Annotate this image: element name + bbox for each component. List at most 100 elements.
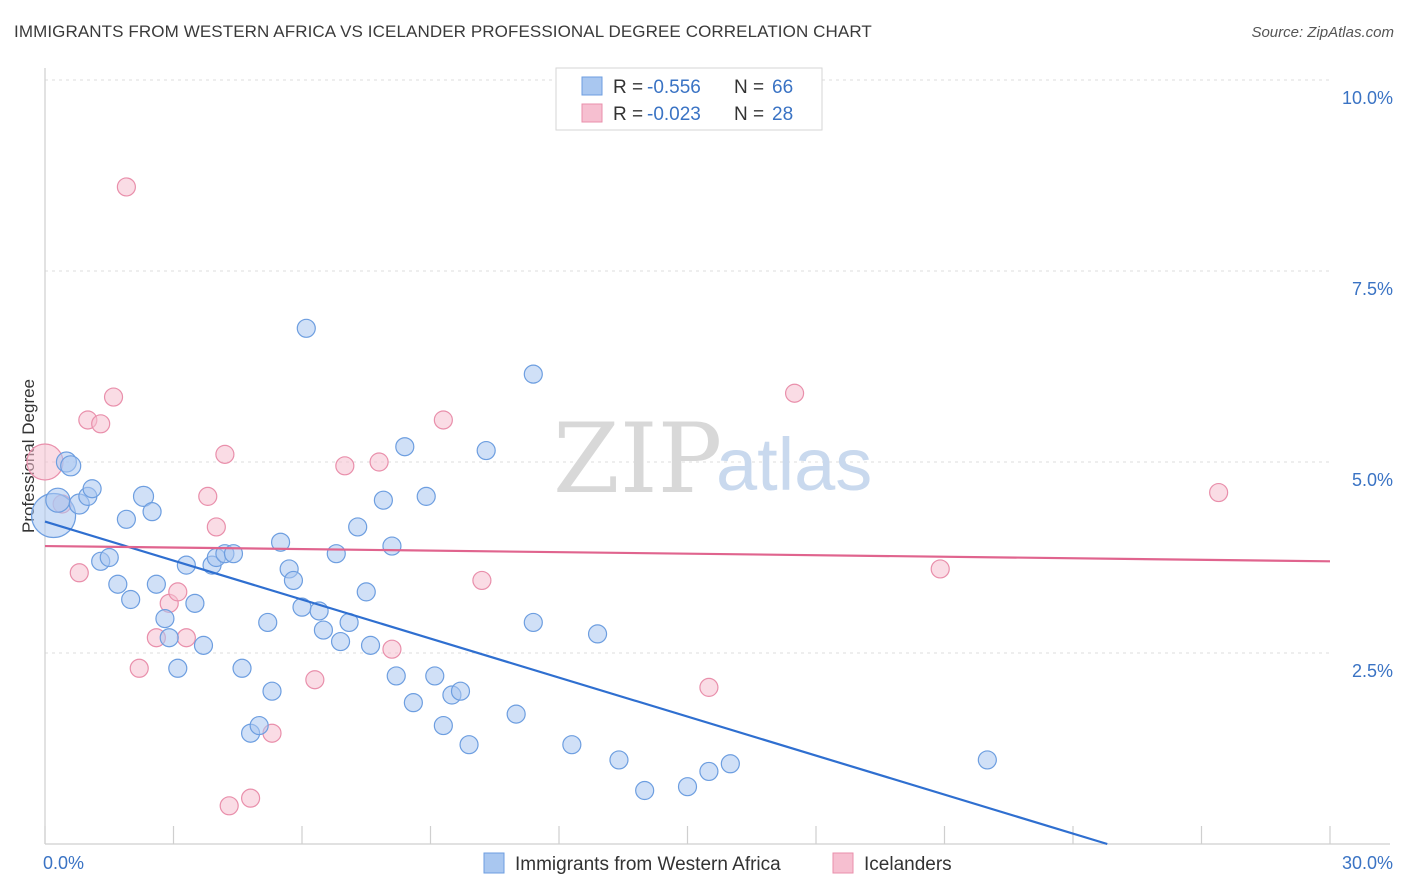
y-tick-label-3: 10.0% [1342,88,1393,108]
legend-bottom-label-pink: Icelanders [864,854,952,875]
point-blue-57 [523,364,543,384]
point-blue-49 [425,666,445,686]
point-blue-25 [232,658,252,678]
point-blue-29 [262,681,282,701]
point-blue-42 [360,635,381,655]
point-blue-30 [270,532,291,552]
point-blue-32 [283,570,304,591]
point-pink-14 [215,444,235,464]
legend-n-value-pink: 28 [772,104,793,125]
y-tick-label-0: 2.5% [1352,661,1393,681]
point-blue-46 [395,437,415,457]
y-tick-label-1: 5.0% [1352,470,1393,490]
point-blue-59 [587,624,608,644]
trend-lines [44,520,1331,846]
x-tick-label-1: 30.0% [1342,853,1393,873]
point-blue-28 [258,612,278,633]
point-pink-6 [116,177,136,197]
point-blue-65 [977,750,997,770]
point-blue-64 [720,754,740,774]
legend-bottom-swatch-blue [483,852,505,874]
point-blue-60 [609,750,629,770]
point-blue-53 [459,735,479,755]
point-blue-13 [142,502,162,522]
legend-r-label-pink: R = [613,104,643,125]
point-pink-2 [69,563,89,583]
point-blue-16 [159,628,179,648]
point-blue-47 [403,693,423,713]
legend-top: R = -0.556 N = 66 R = -0.023 N = 28 [555,67,823,131]
point-blue-3 [60,455,82,477]
point-blue-27 [249,715,269,736]
point-blue-8 [99,547,119,568]
legend-r-value-pink: -0.023 [647,104,701,125]
point-blue-34 [296,318,316,338]
point-blue-15 [155,609,175,629]
point-pink-10 [168,582,188,602]
point-pink-25 [784,383,805,403]
point-pink-18 [305,670,325,690]
point-pink-13 [206,517,226,537]
legend-n-label-pink: N = [734,104,764,125]
point-blue-11 [121,589,141,610]
point-pink-15 [219,796,239,816]
series-western-africa [30,318,997,801]
watermark: ZIP atlas [553,403,872,515]
point-pink-11 [176,628,196,648]
point-blue-40 [348,517,368,537]
point-pink-23 [472,570,492,591]
point-blue-63 [699,761,719,782]
x-tick-label-0: 0.0% [43,853,84,873]
point-blue-19 [185,593,205,613]
legend-bottom: Immigrants from Western Africa Icelander… [483,852,952,875]
point-pink-26 [930,559,950,579]
point-pink-20 [369,452,389,472]
legend-bottom-swatch-pink [832,852,854,874]
point-blue-48 [416,486,436,506]
point-blue-37 [326,544,346,564]
point-pink-21 [382,639,402,659]
point-pink-4 [91,414,111,434]
point-blue-56 [523,612,543,633]
point-blue-62 [677,777,698,797]
point-pink-27 [1209,482,1229,503]
point-blue-17 [168,658,188,678]
point-blue-44 [382,536,402,556]
legend-n-label-blue: N = [734,77,764,98]
point-pink-5 [103,387,124,407]
legend-r-label-blue: R = [613,77,643,98]
watermark-zip: ZIP [553,403,722,515]
point-blue-54 [476,440,496,461]
gridlines [45,79,1330,654]
point-blue-43 [373,490,393,510]
y-tick-label-2: 7.5% [1352,279,1393,299]
point-pink-12 [198,486,218,506]
point-blue-50 [433,715,453,736]
point-blue-36 [313,620,334,640]
legend-bottom-label-blue: Immigrants from Western Africa [515,854,781,875]
trend-line-pink [44,544,1331,563]
legend-n-value-blue: 66 [772,77,793,98]
point-blue-55 [506,704,526,724]
point-blue-61 [635,780,655,801]
point-blue-6 [82,479,102,499]
point-pink-22 [433,410,453,430]
point-blue-38 [330,631,351,652]
y-tick-labels: 2.5% 5.0% 7.5% 10.0% [1342,88,1393,681]
point-blue-58 [562,735,582,755]
legend-r-value-blue: -0.556 [647,77,701,98]
point-pink-7 [129,658,149,678]
point-blue-52 [450,681,471,701]
watermark-atlas: atlas [716,423,872,506]
point-pink-19 [335,456,355,476]
point-blue-9 [108,574,128,594]
point-blue-14 [146,574,166,594]
point-blue-12 [132,485,155,507]
point-pink-16 [241,788,261,808]
chart-title: IMMIGRANTS FROM WESTERN AFRICA VS ICELAN… [14,22,872,41]
point-blue-20 [193,635,214,655]
source-credit: Source: ZipAtlas.com [1251,24,1394,41]
trend-line-blue [44,520,1108,846]
x-tick-labels: 0.0% 30.0% [43,853,1393,873]
